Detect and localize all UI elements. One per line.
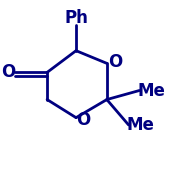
Text: Me: Me xyxy=(137,81,165,100)
Text: O: O xyxy=(76,111,90,129)
Text: O: O xyxy=(1,63,15,81)
Text: Ph: Ph xyxy=(64,9,88,27)
Text: O: O xyxy=(108,52,122,71)
Text: Me: Me xyxy=(126,116,154,134)
